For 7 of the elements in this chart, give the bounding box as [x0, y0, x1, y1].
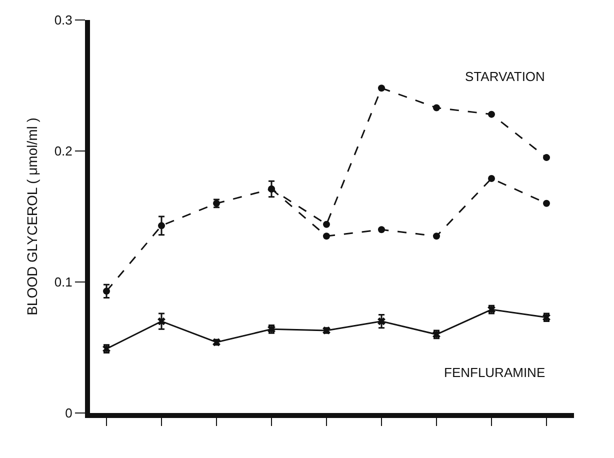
text: FENFLURAMINE: [444, 365, 546, 380]
y-axis-title: BLOOD GLYCEROL ( μmol/ml ): [24, 118, 40, 316]
y-tick-label: 0.1: [54, 274, 72, 290]
y-tick-label: 0: [65, 406, 72, 421]
y-tick-label: 0.3: [54, 12, 72, 28]
y-tick-label: 0.2: [54, 144, 72, 159]
text: STARVATION: [465, 69, 545, 84]
